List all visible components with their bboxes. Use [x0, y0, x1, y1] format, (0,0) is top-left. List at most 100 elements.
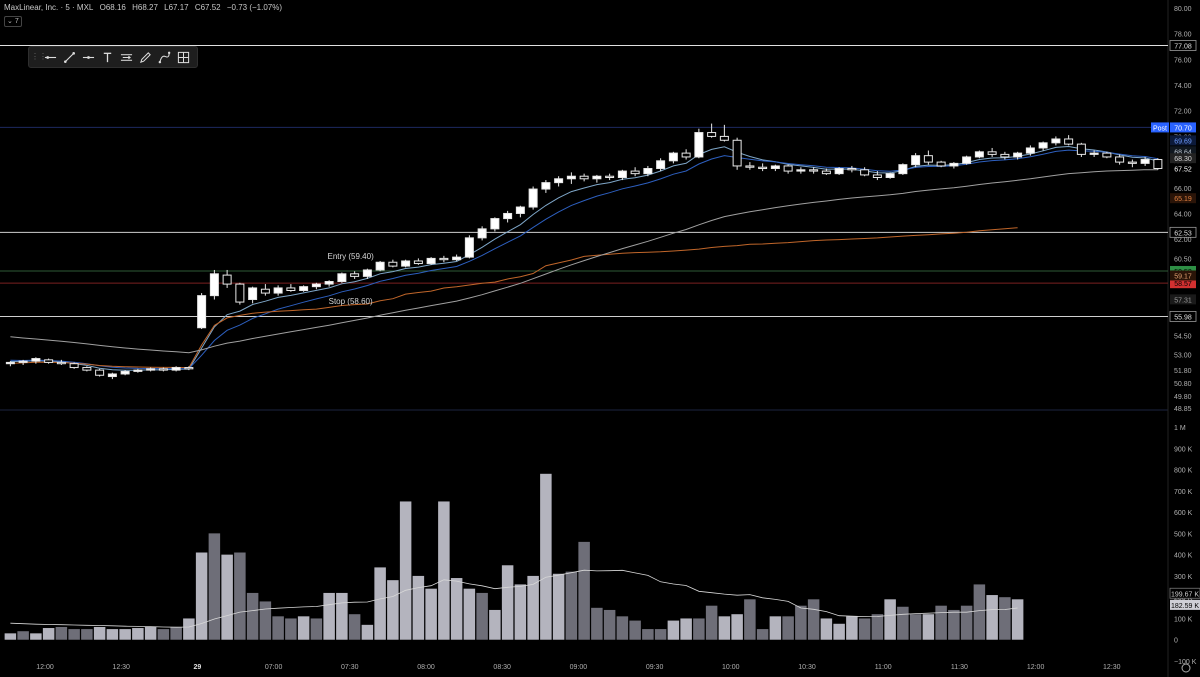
volume-bar[interactable]: [361, 624, 374, 640]
candle-body[interactable]: [1102, 152, 1112, 158]
volume-bar[interactable]: [208, 533, 221, 640]
volume-bar[interactable]: [565, 571, 578, 640]
candle-body[interactable]: [528, 188, 538, 208]
candle-body[interactable]: [439, 257, 449, 261]
volume-bar[interactable]: [42, 628, 55, 640]
candle-body[interactable]: [1025, 147, 1035, 154]
volume-bar[interactable]: [897, 606, 909, 640]
volume-bar[interactable]: [909, 614, 922, 640]
volume-bar[interactable]: [501, 565, 514, 640]
candle-body[interactable]: [949, 162, 959, 167]
volume-bar[interactable]: [259, 601, 272, 640]
trend-line-icon[interactable]: [60, 48, 79, 66]
candle-body[interactable]: [834, 168, 844, 175]
candle-body[interactable]: [362, 269, 372, 277]
candle-body[interactable]: [490, 218, 500, 230]
candle-body[interactable]: [974, 151, 984, 158]
volume-bar[interactable]: [17, 631, 29, 640]
candle-body[interactable]: [656, 160, 666, 170]
volume-bar[interactable]: [603, 609, 616, 640]
candle-body[interactable]: [1000, 153, 1010, 158]
candle-body[interactable]: [617, 170, 627, 179]
volume-bar[interactable]: [297, 616, 310, 640]
candle-body[interactable]: [630, 170, 640, 175]
volume-bar[interactable]: [935, 605, 947, 640]
volume-bar[interactable]: [170, 626, 182, 640]
candle-body[interactable]: [1038, 142, 1048, 149]
candle-body[interactable]: [44, 359, 54, 363]
candle-body[interactable]: [1013, 152, 1023, 158]
volume-bar[interactable]: [450, 578, 463, 640]
volume-bar[interactable]: [476, 592, 488, 640]
volume-bar[interactable]: [718, 616, 731, 640]
volume-bar[interactable]: [4, 633, 17, 640]
candle-body[interactable]: [107, 373, 117, 378]
candle-body[interactable]: [911, 155, 921, 166]
volume-bar[interactable]: [846, 616, 858, 640]
volume-bar[interactable]: [731, 614, 743, 640]
fibonacci-grid-icon[interactable]: [174, 48, 193, 66]
candle-body[interactable]: [503, 212, 513, 220]
volume-bar[interactable]: [234, 552, 246, 640]
volume-bar[interactable]: [438, 501, 450, 640]
candle-body[interactable]: [554, 178, 564, 184]
candle-body[interactable]: [515, 206, 525, 214]
symbol-name[interactable]: MaxLinear, Inc. · 5 · MXL: [4, 3, 94, 12]
candle-body[interactable]: [273, 287, 283, 294]
candle-body[interactable]: [31, 358, 41, 362]
candle-body[interactable]: [885, 173, 895, 179]
horizontal-line-icon[interactable]: [79, 48, 98, 66]
candle-body[interactable]: [758, 166, 768, 170]
candle-body[interactable]: [426, 257, 436, 265]
volume-bar[interactable]: [132, 628, 144, 640]
volume-bar[interactable]: [807, 599, 820, 640]
candle-body[interactable]: [388, 261, 398, 267]
volume-bar[interactable]: [119, 629, 131, 640]
chart-settings-icon[interactable]: [1181, 663, 1191, 673]
candle-body[interactable]: [719, 135, 729, 141]
candle-body[interactable]: [1051, 138, 1061, 144]
candle-body[interactable]: [286, 287, 296, 292]
volume-bar[interactable]: [93, 626, 106, 640]
volume-bar[interactable]: [769, 616, 782, 640]
candle-body[interactable]: [592, 175, 602, 180]
path-icon[interactable]: [155, 48, 174, 66]
candle-body[interactable]: [222, 274, 232, 285]
candle-body[interactable]: [821, 170, 831, 175]
volume-bar[interactable]: [310, 618, 323, 640]
candle-body[interactable]: [847, 168, 857, 171]
candle-body[interactable]: [936, 161, 946, 167]
volume-bar[interactable]: [999, 597, 1011, 640]
candle-body[interactable]: [923, 155, 933, 163]
candle-body[interactable]: [668, 152, 678, 162]
text-icon[interactable]: [98, 48, 117, 66]
indicators-toggle[interactable]: ⌄ 7: [4, 16, 22, 27]
candle-body[interactable]: [235, 283, 245, 303]
volume-bar[interactable]: [858, 618, 871, 640]
volume-bar[interactable]: [81, 629, 93, 640]
volume-bar[interactable]: [782, 616, 794, 640]
candle-body[interactable]: [171, 367, 181, 371]
volume-bar[interactable]: [489, 609, 501, 640]
candle-body[interactable]: [1153, 159, 1163, 170]
candle-body[interactable]: [1064, 138, 1074, 145]
volume-bar[interactable]: [705, 605, 718, 640]
candle-body[interactable]: [5, 361, 15, 365]
candle-body[interactable]: [860, 169, 870, 176]
volume-bar[interactable]: [973, 584, 986, 640]
candle-body[interactable]: [413, 260, 423, 265]
volume-bar[interactable]: [68, 629, 80, 640]
candle-body[interactable]: [681, 152, 691, 158]
volume-bar[interactable]: [922, 614, 935, 640]
candle-body[interactable]: [311, 283, 321, 288]
candle-body[interactable]: [770, 165, 780, 170]
volume-bar[interactable]: [591, 607, 603, 640]
candle-body[interactable]: [694, 132, 704, 158]
candle-body[interactable]: [337, 273, 347, 283]
candle-body[interactable]: [566, 175, 576, 180]
candle-body[interactable]: [707, 132, 717, 137]
candle-body[interactable]: [1089, 152, 1099, 155]
candle-body[interactable]: [987, 151, 997, 155]
candle-body[interactable]: [745, 165, 755, 168]
